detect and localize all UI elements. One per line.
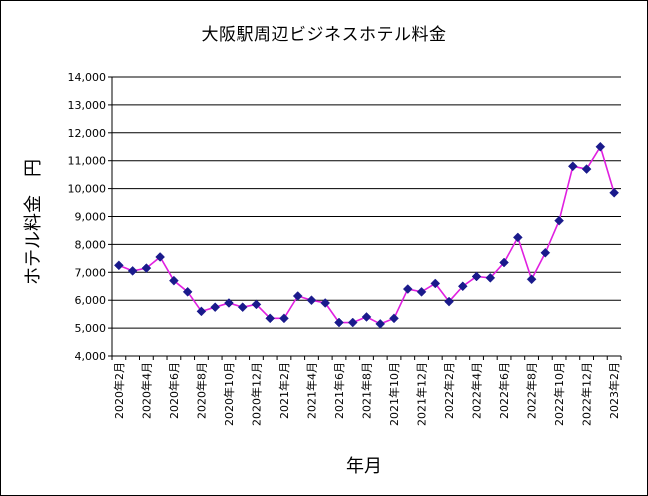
x-tick-label: 2020年8月 [194, 362, 208, 419]
data-point [237, 302, 248, 313]
x-tick-label: 2022年8月 [525, 362, 539, 419]
data-point [444, 296, 454, 307]
y-tick-label: 5,000 [75, 322, 107, 335]
y-tick-label: 13,000 [68, 99, 107, 112]
data-point [389, 313, 399, 324]
x-tick-label: 2021年6月 [332, 362, 346, 419]
data-point [375, 319, 386, 329]
data-point [471, 271, 482, 282]
data-point [554, 215, 564, 226]
x-axis-title: 年月 [346, 456, 382, 477]
x-tick-label: 2021年4月 [304, 362, 318, 419]
data-point [361, 312, 372, 322]
data-point [499, 257, 509, 268]
data-point [595, 141, 606, 152]
x-tick-label: 2020年10月 [222, 362, 236, 426]
x-tick-label: 2021年12月 [415, 362, 429, 426]
y-tick-label: 6,000 [75, 294, 107, 307]
x-tick-label: 2023年2月 [607, 362, 621, 419]
data-point [347, 317, 358, 328]
y-tick-label: 11,000 [68, 155, 107, 168]
y-tick-label: 8,000 [75, 238, 107, 251]
y-tick-label: 9,000 [75, 211, 107, 224]
chart-title: 大阪駅周辺ビジネスホテル料金 [201, 25, 447, 45]
y-tick-label: 4,000 [75, 350, 107, 363]
y-tick-label: 7,000 [75, 266, 107, 279]
data-point [581, 164, 592, 174]
data-point [457, 281, 468, 292]
x-tick-label: 2020年12月 [249, 362, 263, 426]
data-point [196, 306, 207, 317]
data-point [210, 302, 221, 313]
x-tick-label: 2021年2月 [277, 362, 291, 419]
y-tick-label: 10,000 [68, 183, 107, 196]
x-tick-label: 2020年2月 [112, 362, 126, 419]
data-point [540, 247, 551, 258]
data-point [114, 260, 124, 271]
x-tick-label: 2020年6月 [167, 362, 181, 419]
x-tick-label: 2021年10月 [387, 362, 401, 426]
x-tick-label: 2022年10月 [552, 362, 566, 426]
data-point [169, 275, 179, 286]
data-point [251, 299, 262, 310]
data-point [182, 286, 193, 297]
data-point [279, 313, 289, 324]
data-point [402, 284, 413, 294]
x-tick-label: 2022年6月 [497, 362, 511, 419]
x-tick-label: 2020年4月 [139, 362, 153, 419]
x-tick-label: 2021年8月 [360, 362, 374, 419]
data-point [512, 232, 523, 243]
data-point [485, 273, 496, 283]
data-point [416, 286, 427, 297]
x-tick-label: 2022年2月 [442, 362, 456, 419]
x-tick-label: 2022年4月 [470, 362, 484, 419]
data-point [567, 161, 578, 172]
data-point [430, 278, 441, 289]
data-point [334, 317, 344, 328]
data-point [526, 274, 537, 285]
y-tick-label: 12,000 [68, 127, 107, 140]
data-point [292, 291, 303, 301]
data-point [127, 266, 138, 276]
y-tick-label: 14,000 [68, 71, 107, 84]
data-point [141, 263, 152, 273]
data-point [265, 313, 276, 324]
series-line [118, 144, 615, 325]
data-point [306, 295, 317, 306]
data-point [155, 252, 166, 262]
x-tick-label: 2022年12月 [580, 362, 594, 426]
data-point [224, 298, 234, 308]
data-point [609, 187, 619, 198]
data-point [320, 298, 331, 308]
